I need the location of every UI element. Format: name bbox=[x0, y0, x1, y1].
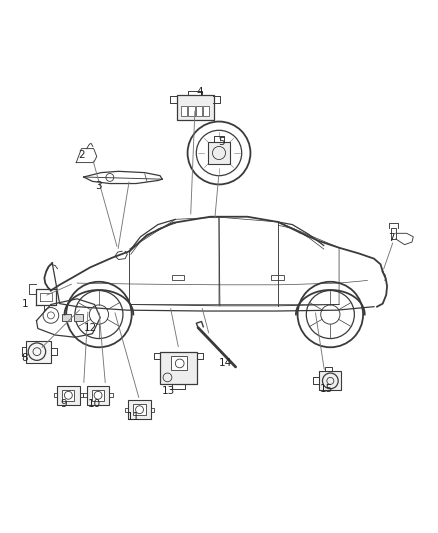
Bar bbox=[172, 275, 184, 280]
FancyBboxPatch shape bbox=[171, 357, 187, 370]
FancyBboxPatch shape bbox=[62, 390, 74, 401]
Bar bbox=[203, 106, 209, 116]
Bar bbox=[272, 275, 284, 280]
FancyBboxPatch shape bbox=[208, 142, 230, 164]
FancyBboxPatch shape bbox=[160, 352, 197, 384]
Text: 10: 10 bbox=[88, 399, 101, 409]
FancyBboxPatch shape bbox=[87, 386, 110, 405]
Text: 11: 11 bbox=[127, 412, 141, 422]
Bar bbox=[196, 106, 202, 116]
Text: 12: 12 bbox=[84, 322, 97, 333]
Bar bbox=[180, 106, 187, 116]
FancyBboxPatch shape bbox=[92, 390, 104, 401]
FancyBboxPatch shape bbox=[26, 341, 51, 362]
Text: 4: 4 bbox=[196, 87, 203, 97]
Text: 2: 2 bbox=[78, 150, 85, 160]
Text: 9: 9 bbox=[61, 399, 67, 409]
Text: 13: 13 bbox=[162, 386, 175, 396]
Text: 3: 3 bbox=[95, 181, 102, 191]
Bar bbox=[62, 313, 71, 321]
FancyBboxPatch shape bbox=[57, 386, 80, 405]
FancyBboxPatch shape bbox=[134, 404, 146, 415]
Text: 5: 5 bbox=[218, 137, 225, 147]
FancyBboxPatch shape bbox=[319, 372, 341, 391]
Text: 15: 15 bbox=[319, 384, 332, 394]
Bar bbox=[74, 313, 83, 321]
Text: 8: 8 bbox=[21, 353, 28, 363]
Text: 7: 7 bbox=[388, 233, 395, 243]
FancyBboxPatch shape bbox=[128, 400, 151, 419]
Text: 1: 1 bbox=[21, 298, 28, 309]
Text: 14: 14 bbox=[219, 358, 232, 368]
Bar bbox=[188, 106, 194, 116]
FancyBboxPatch shape bbox=[177, 95, 214, 120]
